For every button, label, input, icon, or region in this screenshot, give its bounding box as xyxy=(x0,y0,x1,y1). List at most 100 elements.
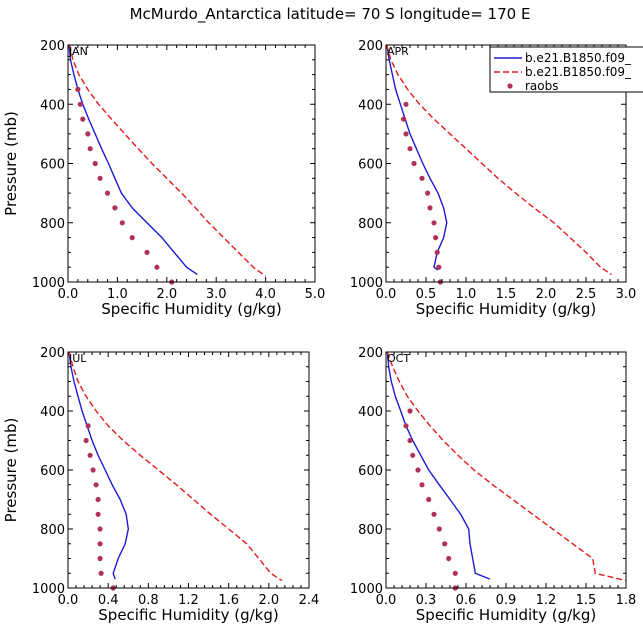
x-tick-label: 0.0 xyxy=(58,593,79,608)
raobs-point xyxy=(403,131,409,137)
raobs-point xyxy=(431,511,437,517)
legend-label: b.e21.B1850.f09_ xyxy=(525,65,632,79)
raobs-point xyxy=(87,146,93,152)
raobs-point xyxy=(93,482,99,488)
raobs-point xyxy=(427,205,433,211)
series-raobs xyxy=(75,86,175,285)
x-tick-label: 1.6 xyxy=(218,593,239,608)
raobs-point xyxy=(92,160,98,167)
raobs-point xyxy=(144,249,150,255)
series-raobs xyxy=(401,101,443,285)
y-tick-label: 1000 xyxy=(32,582,65,597)
raobs-point xyxy=(97,526,103,532)
series-model-dashed-line xyxy=(386,45,612,276)
y-tick-label: 1000 xyxy=(32,276,65,291)
raobs-point xyxy=(97,175,103,181)
raobs-point xyxy=(433,235,439,241)
legend-box xyxy=(489,46,643,93)
x-tick-label: 1.0 xyxy=(456,287,477,302)
figure-title: McMurdo_Antarctica latitude= 70 S longit… xyxy=(130,5,531,24)
y-tick-label: 400 xyxy=(358,98,383,113)
series-model-solid-line xyxy=(386,45,448,271)
raobs-point xyxy=(410,452,416,458)
raobs-point xyxy=(452,570,458,576)
raobs-point xyxy=(75,86,81,92)
x-tick-label: 0.0 xyxy=(58,287,79,302)
series-model-solid-line xyxy=(68,352,130,580)
y-tick-label: 1000 xyxy=(350,276,383,291)
raobs-point xyxy=(426,496,432,503)
panel-month-label: APR xyxy=(387,45,409,58)
panel-jan: 0.0 1.0 2.0 3.0 4.0 5.0 200 400 600 800 1000 JAN Spe… xyxy=(2,39,325,318)
y-tick-label: 200 xyxy=(358,39,383,54)
raobs-point xyxy=(401,116,407,122)
panel-jul: 0.0 0.4 0.8 1.2 1.6 2.0 2.4 200 400 600 800 1000 JUL… xyxy=(2,346,319,624)
x-tick-label: 2.4 xyxy=(299,593,320,608)
raobs-point xyxy=(87,452,93,458)
series-model-dashed-line xyxy=(386,352,626,582)
x-axis-label: Specific Humidity (g/kg) xyxy=(101,300,281,318)
y-tick-label: 600 xyxy=(40,464,65,479)
y-axis-label: Pressure (mb) xyxy=(2,111,20,216)
series-model-solid-line xyxy=(68,45,198,276)
x-tick-label: 0.9 xyxy=(496,593,517,608)
raobs-point xyxy=(85,131,91,137)
y-tick-label: 200 xyxy=(40,39,65,54)
y-tick-label: 1000 xyxy=(350,582,383,597)
x-tick-label: 0.0 xyxy=(376,287,397,302)
raobs-point xyxy=(436,526,442,532)
raobs-point xyxy=(434,249,440,255)
raobs-point xyxy=(442,541,448,547)
raobs-point xyxy=(411,160,417,167)
raobs-point xyxy=(407,146,413,152)
x-tick-label: 4.0 xyxy=(255,287,276,302)
raobs-point xyxy=(112,205,118,211)
raobs-point xyxy=(436,264,442,270)
raobs-point xyxy=(403,101,409,107)
legend-dot-marker xyxy=(507,83,513,89)
y-tick-label: 200 xyxy=(40,346,65,361)
raobs-point xyxy=(80,116,86,122)
y-tick-label: 600 xyxy=(40,158,65,173)
raobs-point xyxy=(415,467,421,473)
raobs-point xyxy=(154,264,160,270)
x-axis-label: Specific Humidity (g/kg) xyxy=(416,606,596,624)
raobs-point xyxy=(407,437,413,444)
plot-frame xyxy=(67,351,310,589)
raobs-point xyxy=(419,482,425,488)
raobs-point xyxy=(85,423,91,429)
raobs-point xyxy=(97,541,103,547)
raobs-point xyxy=(119,220,125,226)
x-tick-label: 1.2 xyxy=(536,593,557,608)
x-tick-label: 3.0 xyxy=(616,287,637,302)
series-model-dashed-line xyxy=(68,352,283,582)
legend-label: raobs xyxy=(525,79,559,93)
legend: b.e21.B1850.f09_b.e21.B1850.f09_raobs xyxy=(489,46,643,93)
panel-month-label: JUL xyxy=(68,352,87,365)
x-axis-label: Specific Humidity (g/kg) xyxy=(98,606,278,624)
raobs-point xyxy=(129,235,135,241)
series-model-solid-line xyxy=(386,352,491,580)
x-tick-label: 2.0 xyxy=(536,287,557,302)
y-tick-label: 400 xyxy=(40,98,65,113)
x-tick-label: 0.3 xyxy=(416,593,437,608)
x-tick-label: 0.4 xyxy=(98,593,119,608)
y-tick-label: 400 xyxy=(40,405,65,420)
raobs-point xyxy=(425,190,431,196)
raobs-point xyxy=(431,220,437,226)
raobs-point xyxy=(98,570,104,576)
raobs-point xyxy=(90,467,96,473)
x-tick-label: 0.5 xyxy=(416,287,437,302)
y-tick-label: 600 xyxy=(358,464,383,479)
raobs-point xyxy=(104,190,111,196)
x-tick-label: 1.0 xyxy=(107,287,128,302)
x-tick-label: 1.8 xyxy=(616,593,637,608)
raobs-point xyxy=(95,511,101,517)
x-tick-label: 1.5 xyxy=(496,287,517,302)
y-tick-label: 800 xyxy=(40,523,65,538)
raobs-point xyxy=(403,423,409,429)
y-axis-label: Pressure (mb) xyxy=(2,418,20,523)
y-tick-label: 200 xyxy=(358,346,383,361)
panel-oct: 0.0 0.3 0.6 0.9 1.2 1.5 1.8 200 400 600 800 1000 OCT… xyxy=(350,346,636,624)
x-tick-label: 2.5 xyxy=(576,287,597,302)
